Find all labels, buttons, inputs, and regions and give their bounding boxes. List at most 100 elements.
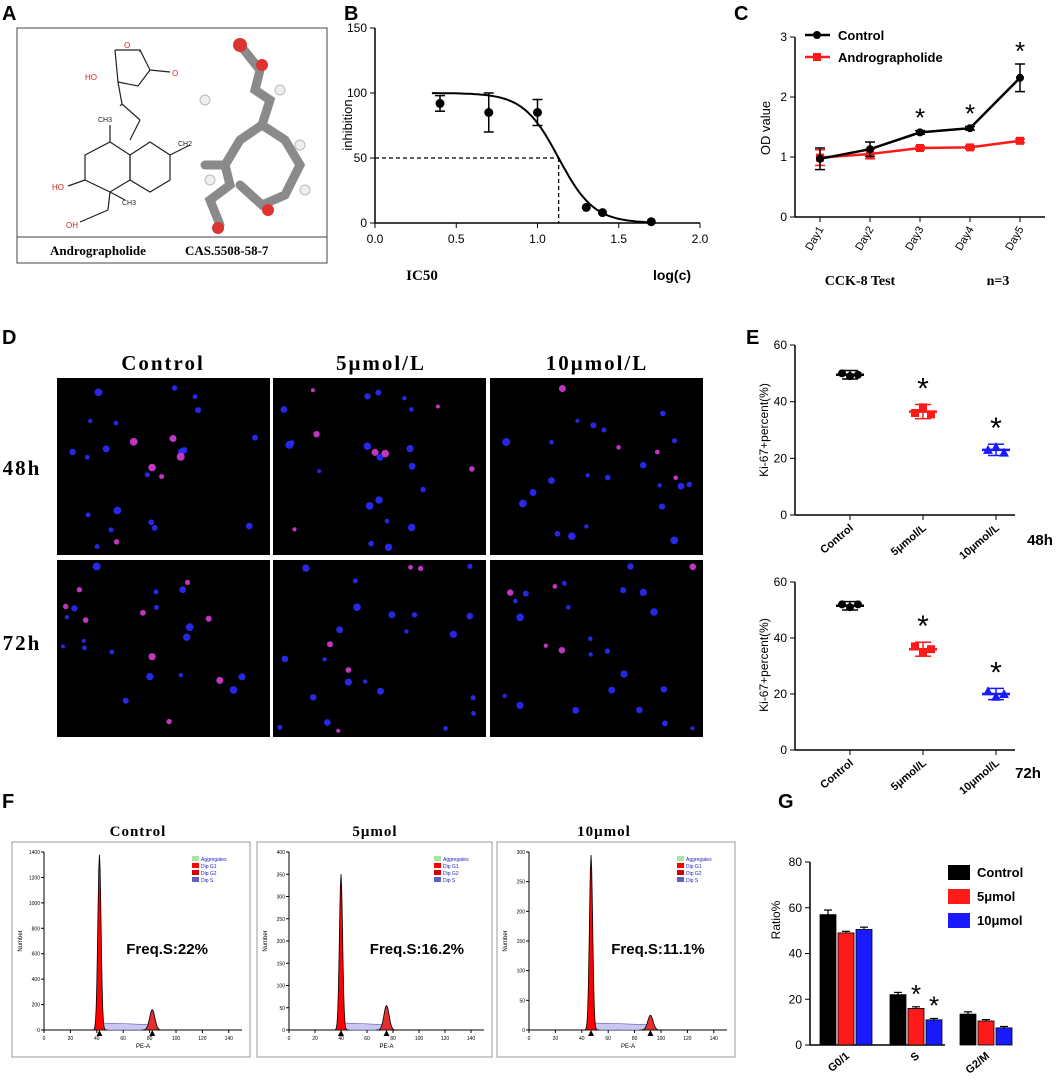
- dapi-nucleus: [605, 474, 611, 481]
- dapi-nucleus: [549, 439, 554, 445]
- col-label-5umol: 5μmol/L: [336, 351, 426, 375]
- flow-ytick-label: 100: [517, 969, 526, 975]
- g-ytick-label: 40: [789, 947, 803, 961]
- c-legend-marker: [813, 53, 821, 61]
- flow-freq-s-label: Freq.S:11.1%: [611, 941, 704, 958]
- dapi-nucleus: [179, 586, 187, 594]
- flow-ytick-label: 0: [282, 1028, 285, 1034]
- g-legend-label: 5μmol: [977, 889, 1015, 904]
- dapi-nucleus: [148, 519, 155, 526]
- microscopy-tile: [57, 560, 270, 737]
- flow-legend-label: Aggregates: [686, 857, 712, 863]
- flow-freq-s-label: Freq.S:22%: [126, 941, 208, 958]
- panel-e72-ylabel: Ki-67+percent(%): [757, 618, 771, 712]
- dapi-nucleus: [470, 695, 476, 701]
- dapi-nucleus: [238, 673, 246, 681]
- c-point-treated: [966, 143, 974, 152]
- flow-frame: [256, 841, 493, 1058]
- panel-label-d: D: [2, 327, 16, 349]
- flow-legend-swatch: [434, 863, 441, 868]
- flow-legend-label: Dip S: [443, 878, 456, 884]
- b-data-point: [533, 108, 542, 117]
- flow-x-title: PE-A: [621, 1044, 635, 1050]
- b-xtick-label: 0.0: [367, 232, 384, 246]
- flow-g2-peak: [375, 1004, 398, 1031]
- g-bar: [925, 1019, 943, 1046]
- dapi-nucleus: [192, 394, 198, 400]
- b-ytick-label: 50: [354, 151, 368, 165]
- ki67-positive-cell: [616, 445, 621, 450]
- row-label-48h: 48h: [3, 456, 42, 480]
- panel-label-e: E: [746, 327, 759, 349]
- e-point-5umol: [911, 642, 919, 651]
- flow-g2-peak: [639, 1014, 662, 1031]
- flow-x-title: PE-A: [136, 1044, 150, 1050]
- flow-xtick-label: 140: [467, 1036, 476, 1042]
- dapi-nucleus: [71, 605, 78, 612]
- flow-g1-peak: [91, 854, 108, 1031]
- dapi-nucleus: [109, 649, 115, 655]
- flow-y-title: Number: [503, 930, 509, 951]
- g-significance-star: *: [929, 990, 939, 1020]
- flow-ytick-label: 150: [277, 961, 286, 967]
- dapi-nucleus: [113, 506, 122, 515]
- dapi-nucleus: [365, 502, 374, 510]
- flow-ytick-label: 100: [277, 984, 286, 990]
- dapi-nucleus: [522, 590, 529, 597]
- ki67-positive-cell: [82, 617, 89, 623]
- e-point-10umol: [983, 686, 993, 696]
- flow-frame: [496, 841, 736, 1058]
- flow-legend-label: Dip S: [201, 878, 214, 884]
- dapi-nucleus: [620, 587, 627, 594]
- g-legend-swatch: [948, 889, 970, 904]
- dapi-nucleus: [384, 518, 390, 524]
- dapi-nucleus: [61, 644, 65, 649]
- e-xtick-label: 5μmol/L: [889, 522, 929, 558]
- microscopy-tile: [57, 378, 270, 555]
- ki67-positive-cell: [689, 563, 697, 571]
- g-bar: [819, 914, 837, 1046]
- b-xtick-label: 1.5: [610, 232, 627, 246]
- dapi-nucleus: [376, 453, 384, 461]
- dapi-nucleus: [377, 687, 384, 695]
- c-point-control: [866, 145, 874, 154]
- flow-xtick-label: 80: [390, 1036, 396, 1042]
- g-ytick-label: 0: [795, 1038, 802, 1052]
- dapi-nucleus: [153, 589, 159, 595]
- flow-xtick-label: 0: [43, 1036, 46, 1042]
- dapi-nucleus: [406, 445, 414, 453]
- c-ytick-label: 2: [780, 90, 787, 104]
- c-ytick-label: 3: [780, 30, 787, 44]
- flow-xtick-label: 40: [338, 1036, 344, 1042]
- flow-legend-swatch: [192, 870, 199, 875]
- e-point-5umol: [919, 403, 927, 412]
- c-point-treated: [916, 144, 924, 152]
- g-significance-star: *: [911, 979, 921, 1009]
- panel-label-a: A: [2, 3, 16, 25]
- e-ytick-label: 20: [774, 687, 788, 701]
- flow-xtick-label: 60: [364, 1036, 370, 1042]
- e-point-5umol: [927, 410, 935, 419]
- ki67-positive-cell: [292, 527, 297, 532]
- dapi-nucleus: [408, 523, 416, 532]
- b-xtick-label: 1.0: [529, 232, 546, 246]
- ki67-positive-cell: [148, 653, 156, 661]
- flow-xtick-label: 120: [198, 1036, 207, 1042]
- ki67-positive-cell: [469, 466, 475, 472]
- e-point-control: [846, 372, 854, 381]
- ki67-positive-cell: [543, 643, 548, 648]
- e-point-5umol: [911, 409, 919, 417]
- panel-e48-ylabel: Ki-67+percent(%): [757, 383, 771, 477]
- g-legend-label: Control: [977, 865, 1023, 880]
- dapi-nucleus: [639, 461, 647, 469]
- panel-b-ylabel: inhibition: [340, 99, 355, 150]
- e-ytick-label: 60: [774, 575, 788, 589]
- b-data-point: [484, 108, 494, 117]
- flow-xtick-label: 40: [579, 1036, 585, 1042]
- flow-legend-label: Aggregates: [201, 857, 227, 863]
- e-point-5umol: [919, 648, 927, 656]
- dapi-nucleus: [363, 679, 368, 684]
- b-fit-curve: [431, 92, 655, 224]
- dapi-nucleus: [88, 418, 93, 424]
- ki67-positive-cell: [558, 385, 566, 392]
